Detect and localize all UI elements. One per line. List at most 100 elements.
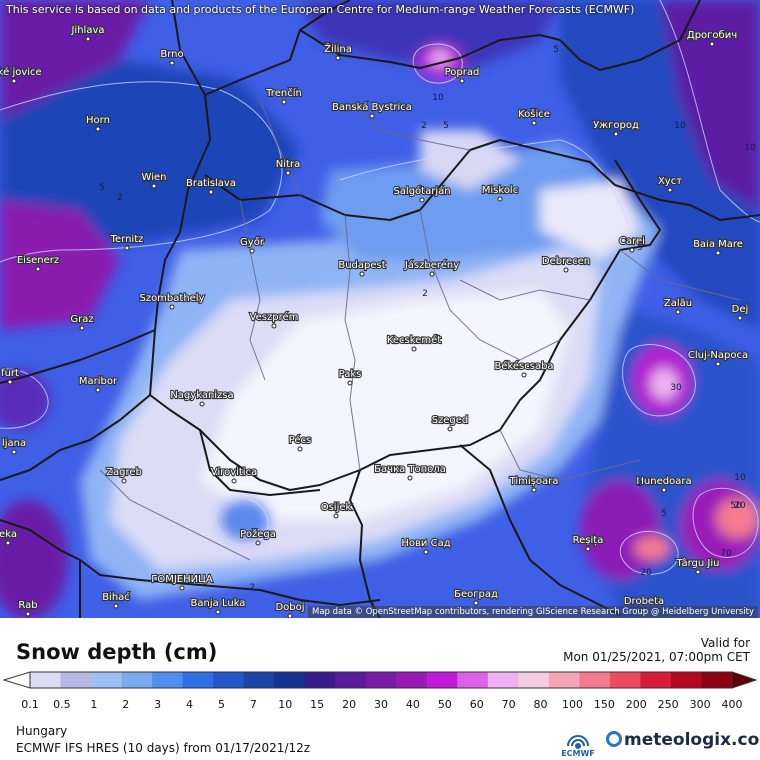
city-label: Eisenerz [17,255,59,266]
contour-label: 5 [637,243,643,253]
city-label: Graz [70,314,93,325]
city-label: eka [0,529,17,540]
colorbar-segment [274,672,306,688]
city-label: Szombathely [139,293,204,304]
city-dot [11,78,17,84]
city-dot [423,549,429,555]
city-label: Békéscsaba [494,360,553,372]
city-label: Maribor [79,376,118,387]
contour-label: 5 [661,509,667,519]
city-dot [169,304,175,310]
meteologix-brand[interactable]: meteologix.com [606,730,760,750]
model-name: ECMWF IFS HRES (10 days) from [16,741,212,755]
city-dot [95,126,101,132]
city-label: Ужгород [593,120,639,131]
city-dot [179,585,185,591]
city-dot [169,60,175,66]
city-label: Baia Mare [693,239,743,250]
legend-title: Snow depth (cm) [16,640,218,664]
city-label: eské jovice [0,66,42,78]
city-dot [124,245,130,251]
city-label: Нови Сад [401,538,450,549]
city-dot [281,99,287,105]
colorbar-segment [548,672,580,688]
city-label: Rab [18,600,37,611]
city-label: Jihlava [70,25,104,36]
contour-label: 50 [730,501,742,511]
city-dot [121,478,127,484]
colorbar-segment [30,672,62,688]
city-label: Poprad [445,67,480,78]
colorbar-segment [152,672,184,688]
colorbar-tick-label: 300 [690,698,711,711]
city-label: Zagreb [106,467,142,478]
city-dot [709,41,715,47]
contour-label: 5 [553,45,559,55]
city-dot [359,271,365,277]
city-dot [208,189,214,195]
city-dot [333,513,339,519]
valid-date: Mon 01/25/2021, 07:00pm CET [563,650,750,664]
city-dot [521,372,527,378]
colorbar-segment [121,672,153,688]
colorbar-tick-label: 20 [342,698,356,711]
model-run-date: 01/17/2021/12z [215,741,311,755]
city-label: Kecskemét [387,334,441,346]
city-label: ljana [2,438,26,449]
colorbar-tick-label: 100 [562,698,583,711]
city-label: Хуст [658,176,682,187]
contour-label: 2 [117,193,123,203]
colorbar-segment [579,672,611,688]
city-dot [613,131,619,137]
region-name: Hungary [16,724,68,738]
city-dot [695,569,701,575]
city-dot [151,183,157,189]
contour-label: 2 [249,583,255,593]
contour-label: 5 [99,183,105,193]
ecmwf-logo: ECMWF [561,735,595,758]
colorbar-segment [335,672,367,688]
contour-label: 70 [720,549,732,559]
city-dot [531,120,537,126]
city-dot [297,446,303,452]
contour-label: 10 [744,143,756,153]
city-label: Zalău [664,298,692,309]
city-dot [79,325,85,331]
city-dot [285,170,291,176]
city-dot [85,36,91,42]
city-label: furt [1,368,19,379]
city-dot [419,197,425,203]
colorbar-segment [640,672,672,688]
city-dot [667,187,673,193]
contour-label: 2 [422,289,428,299]
city-label: Paks [339,369,362,380]
colorbar-min-arrow [2,671,31,689]
city-label: Hunedoara [636,476,691,487]
colorbar-tick-label: 50 [438,698,452,711]
colorbar-tick-label: 2 [122,698,129,711]
city-label: Debrecen [542,256,590,267]
ecmwf-logo-text: ECMWF [561,749,595,758]
city-dot [113,603,119,609]
colorbar-segment [457,672,489,688]
contour-label: 20 [734,501,746,511]
colorbar-tick-label: 150 [594,698,615,711]
colorbar-segment [304,672,336,688]
city-dot [7,379,13,385]
city-labels: Jihlava Brno Žilina Poprad Дрогобич Trenčín Ba… [0,24,749,618]
city-label: Doboj [275,602,304,613]
map-attribution: Map data © OpenStreetMap contributors, r… [308,606,758,618]
city-label: Ternitz [110,234,144,245]
colorbar-segment [518,672,550,688]
colorbar-segment [182,672,214,688]
brand-text: meteologix.com [624,730,760,750]
colorbar-segment [243,672,275,688]
city-dot [447,426,453,432]
city-label: Timișoara [509,476,559,487]
colorbar-tick-label: 70 [502,698,516,711]
colorbar-segment [670,672,702,688]
city-dot [11,449,17,455]
city-label: Nitra [276,159,300,170]
city-label: Košice [518,108,550,120]
